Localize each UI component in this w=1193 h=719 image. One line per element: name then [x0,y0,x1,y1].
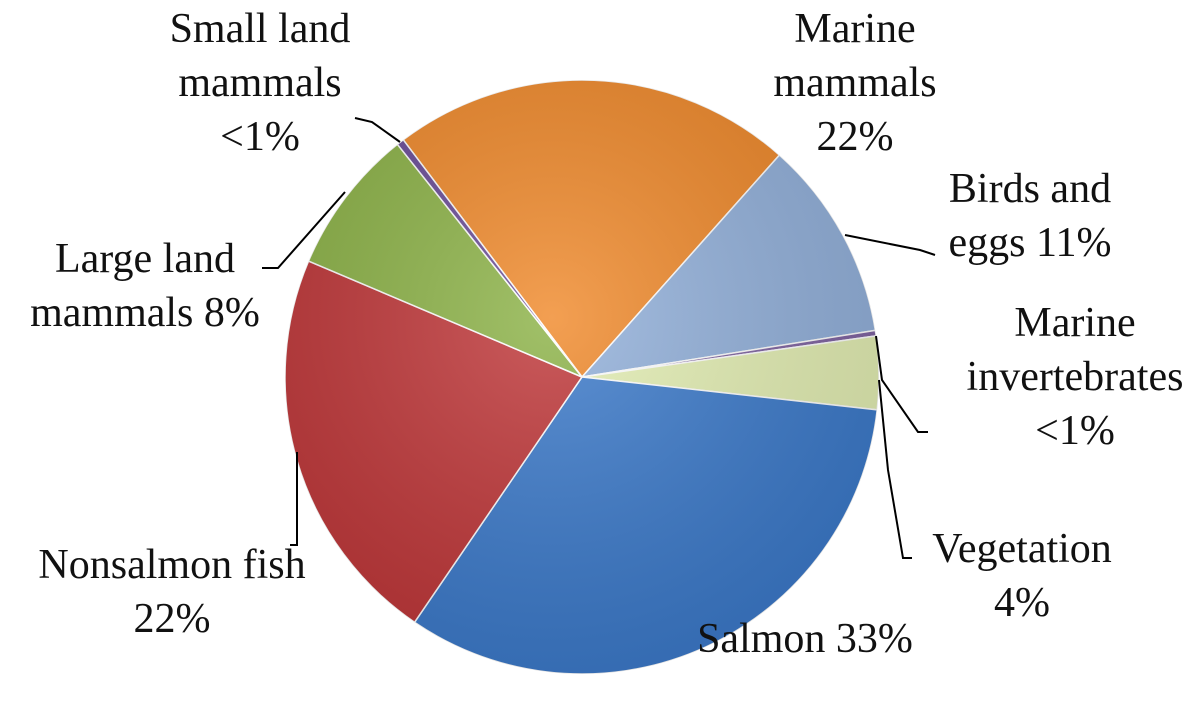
leader-line [878,379,912,559]
value-label: 8% [203,290,260,336]
value-label: <1% [1035,408,1115,454]
leader-line [844,234,936,256]
leader-line [290,452,298,546]
category-name: Marine mammals [773,6,937,106]
value-label: 22% [816,114,894,160]
category-name: Vegetation [932,526,1112,572]
value-label: 4% [994,580,1050,626]
slice-label: Small land mammals <1% [140,2,380,164]
slice-label: Marine mammals 22% [750,2,960,164]
slice-label: Marine invertebrates <1% [950,296,1193,458]
category-name: Large land mammals [30,236,235,336]
category-name: Birds and eggs [948,166,1112,266]
category-name: Small land mammals [169,6,351,106]
slice-label: Salmon 33% [695,612,915,666]
value-label: 11% [1036,220,1112,266]
value-label: 33% [835,616,913,662]
leader-line [262,191,346,269]
slice-label: Large land mammals 8% [30,232,260,340]
category-name: Salmon [697,616,826,662]
value-label: 22% [133,596,211,642]
leader-line [875,335,928,433]
category-name: Nonsalmon fish [38,542,306,588]
value-label: <1% [220,114,300,160]
slice-label: Nonsalmon fish 22% [2,538,342,646]
slice-label: Vegetation 4% [902,522,1142,630]
slice-label: Birds and eggs 11% [925,162,1135,270]
leader-line [354,117,401,143]
category-name: Marine invertebrates [966,300,1184,400]
